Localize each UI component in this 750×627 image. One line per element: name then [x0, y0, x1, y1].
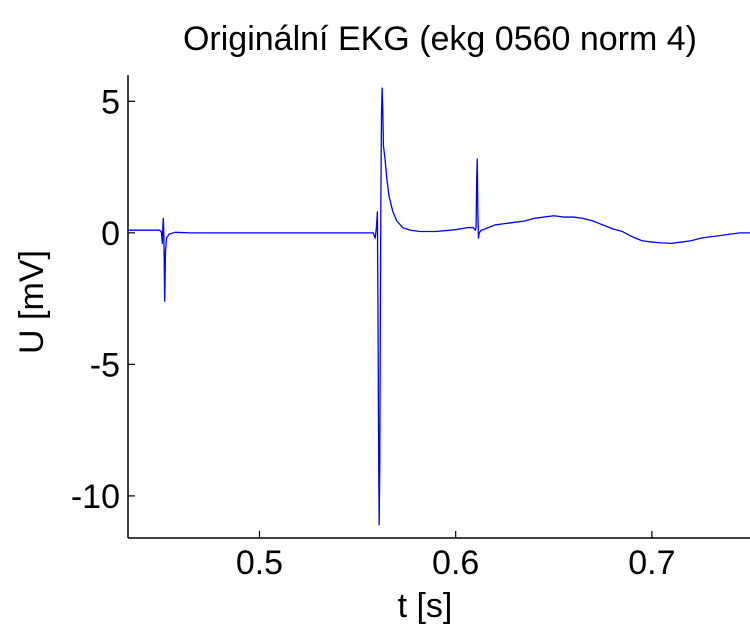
series-group	[127, 87, 750, 526]
chart-title: Originální EKG (ekg 0560 norm 4)	[183, 20, 697, 58]
ekg-signal-line	[127, 87, 750, 526]
x-tick-label: 0.5	[236, 544, 283, 582]
y-axis-label: U [mV]	[13, 250, 51, 354]
x-tick-label: 0.7	[628, 544, 675, 582]
y-axis-label-group: U [mV]	[13, 250, 51, 354]
x-axis-label: t [s]	[398, 587, 453, 625]
y-tick-label: 0	[101, 215, 120, 253]
y-tick-label: -10	[71, 478, 120, 516]
x-tick-label: 0.6	[432, 544, 479, 582]
y-tick-label: -5	[90, 346, 120, 384]
axes	[127, 75, 750, 539]
y-tick-label: 5	[101, 83, 120, 121]
ticks: 0.5 0.6 0.7 5 0 -5 -10	[71, 83, 676, 582]
